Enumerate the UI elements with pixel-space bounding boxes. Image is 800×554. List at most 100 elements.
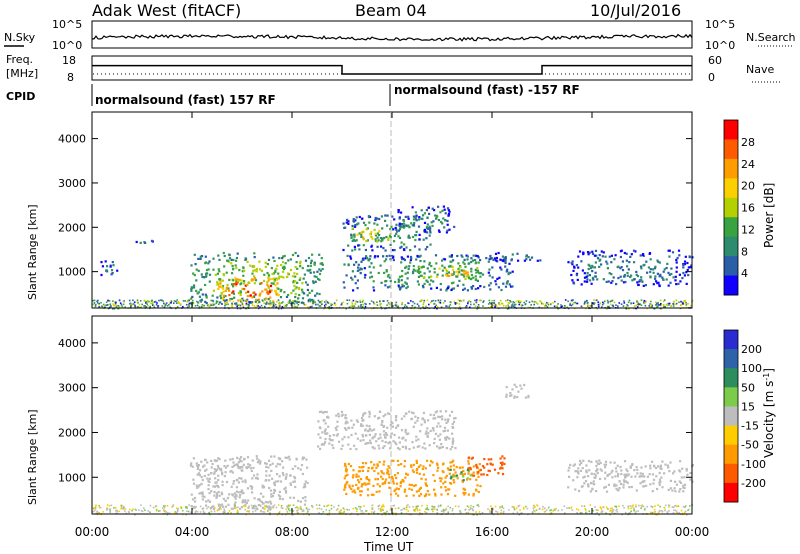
power-pixel bbox=[204, 275, 208, 278]
power-pixel bbox=[350, 236, 353, 239]
power-pixel bbox=[228, 278, 231, 281]
power-pixel bbox=[278, 275, 281, 278]
velocity-pixel bbox=[469, 478, 472, 481]
power-pixel bbox=[306, 288, 309, 292]
power-pixel bbox=[234, 302, 236, 305]
velocity-pixel bbox=[478, 505, 480, 508]
power-pixel bbox=[219, 301, 221, 304]
velocity-pixel bbox=[282, 466, 285, 469]
power-pixel bbox=[279, 296, 283, 299]
velocity-pixel bbox=[544, 507, 546, 510]
noise-panel: N.Sky 10^5 10^0 10^5 10^0 N.Search bbox=[4, 18, 796, 52]
velocity-pixel bbox=[278, 497, 282, 500]
power-pixel bbox=[267, 298, 270, 301]
velocity-pixel bbox=[476, 466, 479, 469]
velocity-colorbar-tick: 200 bbox=[741, 343, 762, 356]
velocity-pixel bbox=[434, 411, 437, 414]
velocity-pixel bbox=[442, 430, 445, 433]
power-pixel bbox=[474, 268, 477, 271]
velocity-pixel bbox=[620, 473, 623, 476]
power-pixel bbox=[410, 222, 413, 225]
velocity-pixel bbox=[371, 466, 374, 469]
velocity-pixel bbox=[123, 507, 125, 509]
power-pixel bbox=[546, 301, 548, 304]
velocity-pixel bbox=[415, 459, 418, 462]
power-pixel bbox=[159, 299, 162, 301]
velocity-pixel bbox=[359, 506, 362, 508]
power-pixel bbox=[349, 257, 353, 260]
velocity-pixel bbox=[610, 471, 613, 474]
power-pixel bbox=[411, 305, 413, 307]
power-pixel bbox=[285, 295, 289, 298]
power-pixel bbox=[362, 236, 365, 239]
power-pixel bbox=[490, 306, 492, 308]
power-pixel bbox=[370, 262, 373, 265]
velocity-pixel bbox=[398, 448, 401, 451]
power-pixel bbox=[232, 279, 235, 282]
velocity-pixel bbox=[635, 504, 637, 507]
velocity-pixel bbox=[412, 425, 415, 428]
velocity-pixel bbox=[257, 504, 260, 507]
power-pixel bbox=[508, 271, 511, 274]
power-pixel bbox=[665, 303, 668, 306]
power-pixel bbox=[536, 259, 539, 262]
power-pixel bbox=[493, 302, 495, 304]
velocity-pixel bbox=[442, 482, 445, 485]
velocity-pixel bbox=[667, 488, 670, 491]
velocity-pixel bbox=[451, 442, 454, 445]
velocity-pixel bbox=[259, 462, 262, 465]
power-pixel bbox=[553, 305, 556, 308]
velocity-pixel bbox=[513, 508, 516, 511]
power-pixel bbox=[406, 255, 409, 258]
power-pixel bbox=[184, 300, 186, 302]
power-pixel bbox=[658, 261, 661, 264]
power-pixel bbox=[207, 262, 210, 265]
velocity-pixel bbox=[249, 485, 252, 488]
power-pixel bbox=[156, 302, 158, 304]
power-pixel bbox=[368, 221, 371, 224]
power-pixel bbox=[412, 270, 415, 273]
power-pixel bbox=[541, 302, 543, 305]
velocity-pixel bbox=[472, 506, 475, 508]
power-pixel bbox=[604, 255, 607, 258]
power-pixel bbox=[635, 304, 638, 307]
power-pixel bbox=[678, 273, 681, 276]
velocity-pixel bbox=[387, 481, 390, 484]
velocity-pixel bbox=[466, 477, 469, 480]
velocity-pixel bbox=[516, 396, 519, 399]
power-pixel bbox=[425, 306, 428, 309]
power-pixel bbox=[244, 284, 247, 287]
velocity-pixel bbox=[467, 460, 470, 463]
power-pixel bbox=[305, 303, 307, 306]
power-pixel bbox=[583, 280, 586, 283]
power-pixel bbox=[110, 273, 113, 276]
power-pixel bbox=[602, 251, 605, 254]
power-pixel bbox=[245, 302, 248, 305]
power-pixel bbox=[403, 306, 406, 308]
power-pixel bbox=[625, 306, 627, 308]
power-pixel bbox=[589, 305, 591, 307]
power-pixel bbox=[281, 306, 284, 308]
power-pixel bbox=[657, 281, 660, 284]
power-pixel bbox=[682, 302, 684, 304]
power-pixel bbox=[200, 306, 203, 308]
velocity-pixel bbox=[535, 509, 538, 511]
velocity-pixel bbox=[227, 503, 230, 506]
power-colorbar-tick: 20 bbox=[741, 180, 755, 193]
velocity-pixel bbox=[619, 482, 623, 486]
velocity-pixel bbox=[354, 491, 357, 494]
velocity-pixel bbox=[404, 439, 407, 442]
velocity-pixel bbox=[618, 480, 621, 483]
power-pixel bbox=[395, 232, 398, 235]
power-pixel bbox=[277, 287, 280, 290]
velocity-pixel bbox=[361, 433, 364, 437]
power-pixel bbox=[244, 299, 247, 302]
velocity-pixel bbox=[272, 491, 275, 495]
velocity-pixel bbox=[215, 484, 218, 487]
power-pixel bbox=[492, 304, 495, 307]
power-pixel bbox=[163, 306, 166, 308]
power-pixel bbox=[552, 302, 554, 304]
power-pixel bbox=[422, 303, 424, 306]
power-pixel bbox=[477, 306, 479, 308]
velocity-pixel bbox=[326, 415, 329, 418]
